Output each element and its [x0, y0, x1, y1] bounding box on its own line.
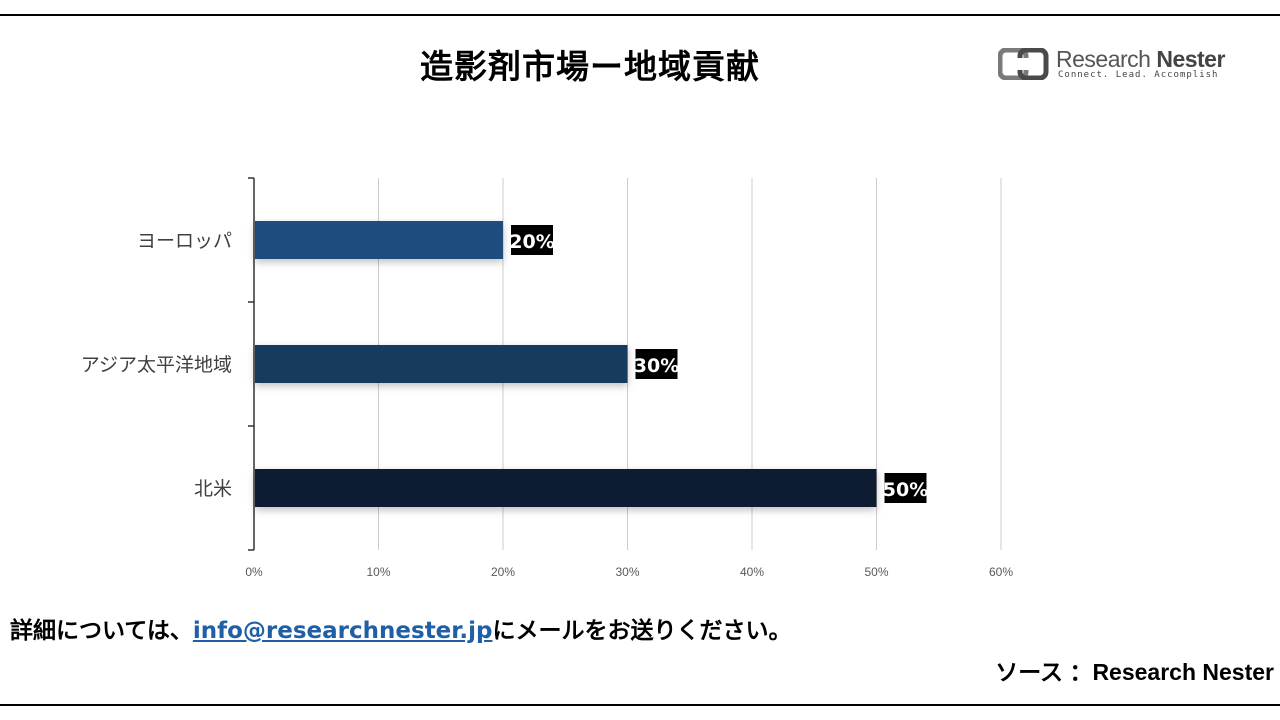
category-label: アジア太平洋地域: [81, 354, 232, 376]
bar-chart: 0% 10% 20% 30% 40% 50% 60% ヨーロッパ 20% アジア太平洋地域 30% 北…: [81, 177, 1013, 579]
top-rule: [0, 14, 1280, 16]
research-nester-logo-icon: [998, 48, 1049, 80]
x-tick-label: 50%: [864, 565, 888, 579]
data-label-background: [511, 225, 553, 255]
bottom-rule: [0, 704, 1280, 706]
logo-name-light: Research: [1056, 46, 1151, 72]
x-tick-label: 10%: [366, 565, 390, 579]
bar: [255, 221, 503, 259]
y-axis: [248, 177, 255, 551]
x-tick-label: 30%: [615, 565, 639, 579]
bars: [255, 221, 877, 507]
bar: [255, 345, 628, 383]
x-tick-label: 60%: [989, 565, 1013, 579]
logo-name-bold: Nester: [1156, 46, 1225, 72]
logo-name: Research Nester: [1056, 46, 1225, 73]
data-label-background: [884, 473, 927, 503]
labels: 0% 10% 20% 30% 40% 50% 60% ヨーロッパ 20% アジア太平洋地域 30% 北…: [81, 225, 1013, 579]
contact-email-link[interactable]: info@researchnester.jp: [192, 618, 493, 644]
data-label: 20%: [509, 231, 554, 253]
contact-suffix: にメールをお送りください。: [492, 618, 792, 644]
x-tick-label: 0%: [245, 565, 263, 579]
contact-prefix: 詳細については、: [10, 618, 193, 644]
data-label-background: [635, 349, 678, 379]
bar: [255, 469, 877, 507]
contact-note: 詳細については、info@researchnester.jpにメールをお送りくだ…: [10, 611, 791, 645]
logo-tagline: Connect. Lead. Accomplish: [1058, 70, 1219, 80]
data-label: 50%: [883, 479, 928, 501]
category-label: ヨーロッパ: [137, 230, 232, 252]
data-label: 30%: [634, 355, 679, 377]
brand-logo: Research Nester Connect. Lead. Accomplis…: [998, 46, 1228, 86]
x-tick-label: 40%: [740, 565, 764, 579]
x-tick-label: 20%: [491, 565, 515, 579]
page-title: 造影剤市場ー地域貢献: [420, 47, 760, 86]
source-note: ソース ：Research Nester: [995, 659, 1274, 685]
category-label: 北米: [194, 478, 232, 500]
